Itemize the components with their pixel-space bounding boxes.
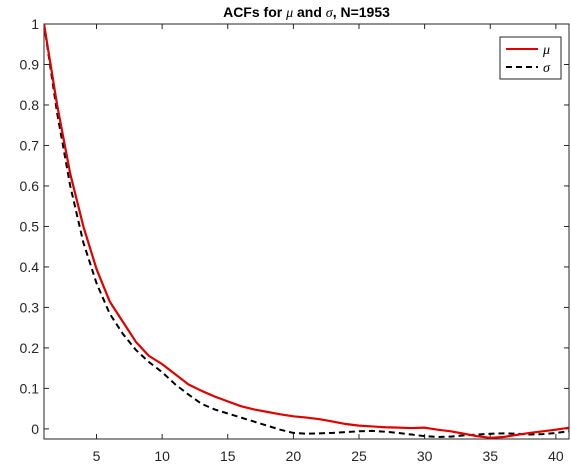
legend-label: μ bbox=[542, 43, 550, 58]
y-tick-label: 0.8 bbox=[20, 97, 40, 113]
y-tick-label: 0.5 bbox=[20, 218, 40, 234]
chart-title-part: σ bbox=[326, 6, 334, 21]
x-tick-label: 25 bbox=[351, 448, 367, 464]
chart-title-part: μ bbox=[285, 6, 293, 21]
y-tick-label: 0.9 bbox=[20, 56, 40, 72]
x-tick-label: 30 bbox=[417, 448, 433, 464]
plot-frame bbox=[43, 23, 570, 440]
legend-box bbox=[499, 36, 562, 80]
x-tick-label: 5 bbox=[93, 448, 101, 464]
y-tick-label: 0 bbox=[31, 421, 39, 437]
x-tick-label: 35 bbox=[482, 448, 498, 464]
x-tick-label: 20 bbox=[286, 448, 302, 464]
y-tick-label: 0.3 bbox=[20, 299, 40, 315]
legend: μσ bbox=[499, 36, 562, 80]
axis-ticks: 5 10 15 20 25 30 35 40 0 0.1 0.2 0.3 0.4 0.5 0.6 0.7 0.8… bbox=[20, 16, 569, 464]
chart-title-part: , N=1953 bbox=[333, 4, 390, 20]
chart-title-part: and bbox=[293, 4, 326, 20]
y-tick-label: 0.2 bbox=[20, 340, 40, 356]
series-line-mu bbox=[44, 24, 569, 439]
chart-title-part: ACFs for bbox=[223, 4, 286, 20]
x-tick-label: 40 bbox=[548, 448, 564, 464]
y-tick-label: 1 bbox=[31, 16, 39, 32]
x-tick-label: 15 bbox=[220, 448, 236, 464]
series-line-sigma bbox=[44, 24, 569, 438]
series-layer bbox=[44, 24, 569, 439]
chart-title: ACFs for μ and σ, N=1953 bbox=[223, 4, 390, 21]
y-tick-label: 0.1 bbox=[20, 380, 40, 396]
y-tick-label: 0.6 bbox=[20, 178, 40, 194]
x-tick-label: 10 bbox=[154, 448, 170, 464]
legend-label: σ bbox=[543, 61, 551, 76]
y-tick-label: 0.4 bbox=[20, 259, 40, 275]
y-tick-label: 0.7 bbox=[20, 137, 40, 153]
